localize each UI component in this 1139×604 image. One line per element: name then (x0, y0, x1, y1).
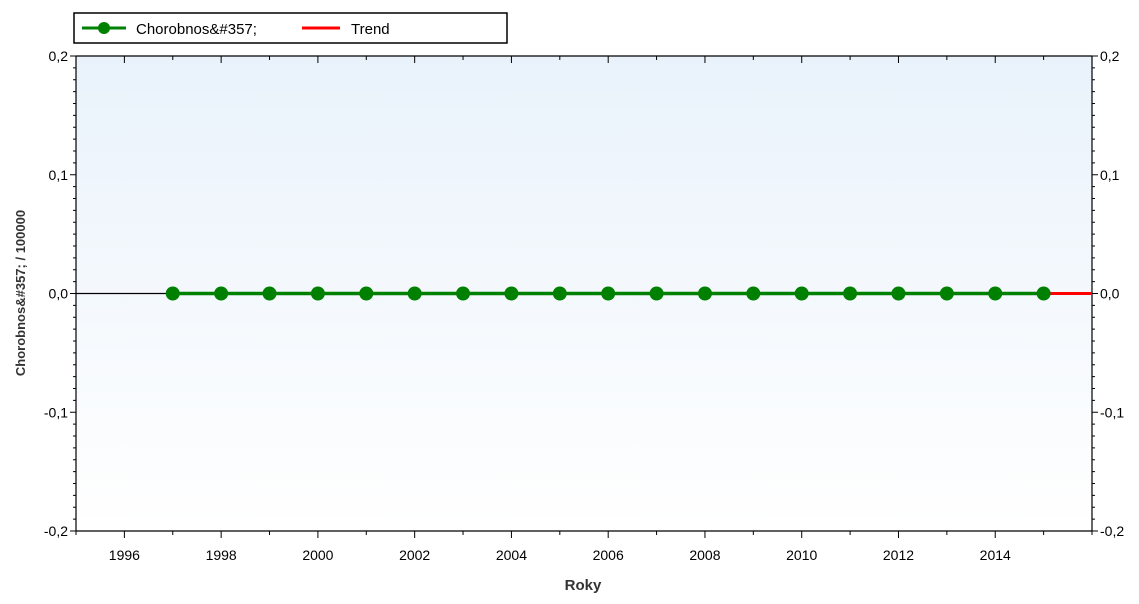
x-tick-label: 2006 (593, 547, 624, 563)
data-point (939, 286, 954, 301)
x-tick-label: 1996 (109, 547, 140, 563)
data-point (601, 286, 616, 301)
data-point (794, 286, 809, 301)
y-tick-label-left: -0,1 (44, 404, 68, 420)
legend-box (73, 12, 508, 44)
data-point (456, 286, 471, 301)
y-tick-label-left: 0,0 (49, 286, 69, 302)
legend-label-trend: Trend (351, 21, 390, 38)
y-tick-label-right: 0,2 (1100, 48, 1120, 64)
data-point (988, 286, 1003, 301)
data-point (359, 286, 374, 301)
data-point (407, 286, 422, 301)
x-tick-label: 2012 (883, 547, 914, 563)
data-point (843, 286, 858, 301)
y-tick-label-right: 0,1 (1100, 167, 1120, 183)
x-tick-label: 2002 (399, 547, 430, 563)
data-point (310, 286, 325, 301)
data-point (746, 286, 761, 301)
data-point (1036, 286, 1051, 301)
legend-label-chorobnost: Chorobnos&#357; (136, 21, 257, 38)
data-point (697, 286, 712, 301)
y-axis-title: Chorobnos&#357; / 100000 (13, 210, 28, 376)
legend: Chorobnos&#357; Trend (73, 12, 508, 44)
x-tick-label: 2008 (689, 547, 720, 563)
data-point (504, 286, 519, 301)
y-tick-label-left: -0,2 (44, 523, 68, 539)
y-tick-label-right: -0,1 (1100, 404, 1124, 420)
x-tick-label: 2004 (496, 547, 527, 563)
y-tick-label-right: 0,0 (1100, 286, 1120, 302)
y-tick-label-left: 0,2 (49, 48, 69, 64)
data-point (649, 286, 664, 301)
y-tick-label-left: 0,1 (49, 167, 69, 183)
y-tick-label-right: -0,2 (1100, 523, 1124, 539)
x-tick-label: 2000 (302, 547, 333, 563)
x-axis-title: Roky (565, 577, 602, 594)
x-tick-label: 1998 (206, 547, 237, 563)
data-point (262, 286, 277, 301)
data-point (214, 286, 229, 301)
data-point (891, 286, 906, 301)
x-tick-label: 2014 (980, 547, 1011, 563)
legend-marker-chorobnost (98, 22, 110, 34)
data-point (552, 286, 567, 301)
data-point (165, 286, 180, 301)
x-tick-label: 2010 (786, 547, 817, 563)
